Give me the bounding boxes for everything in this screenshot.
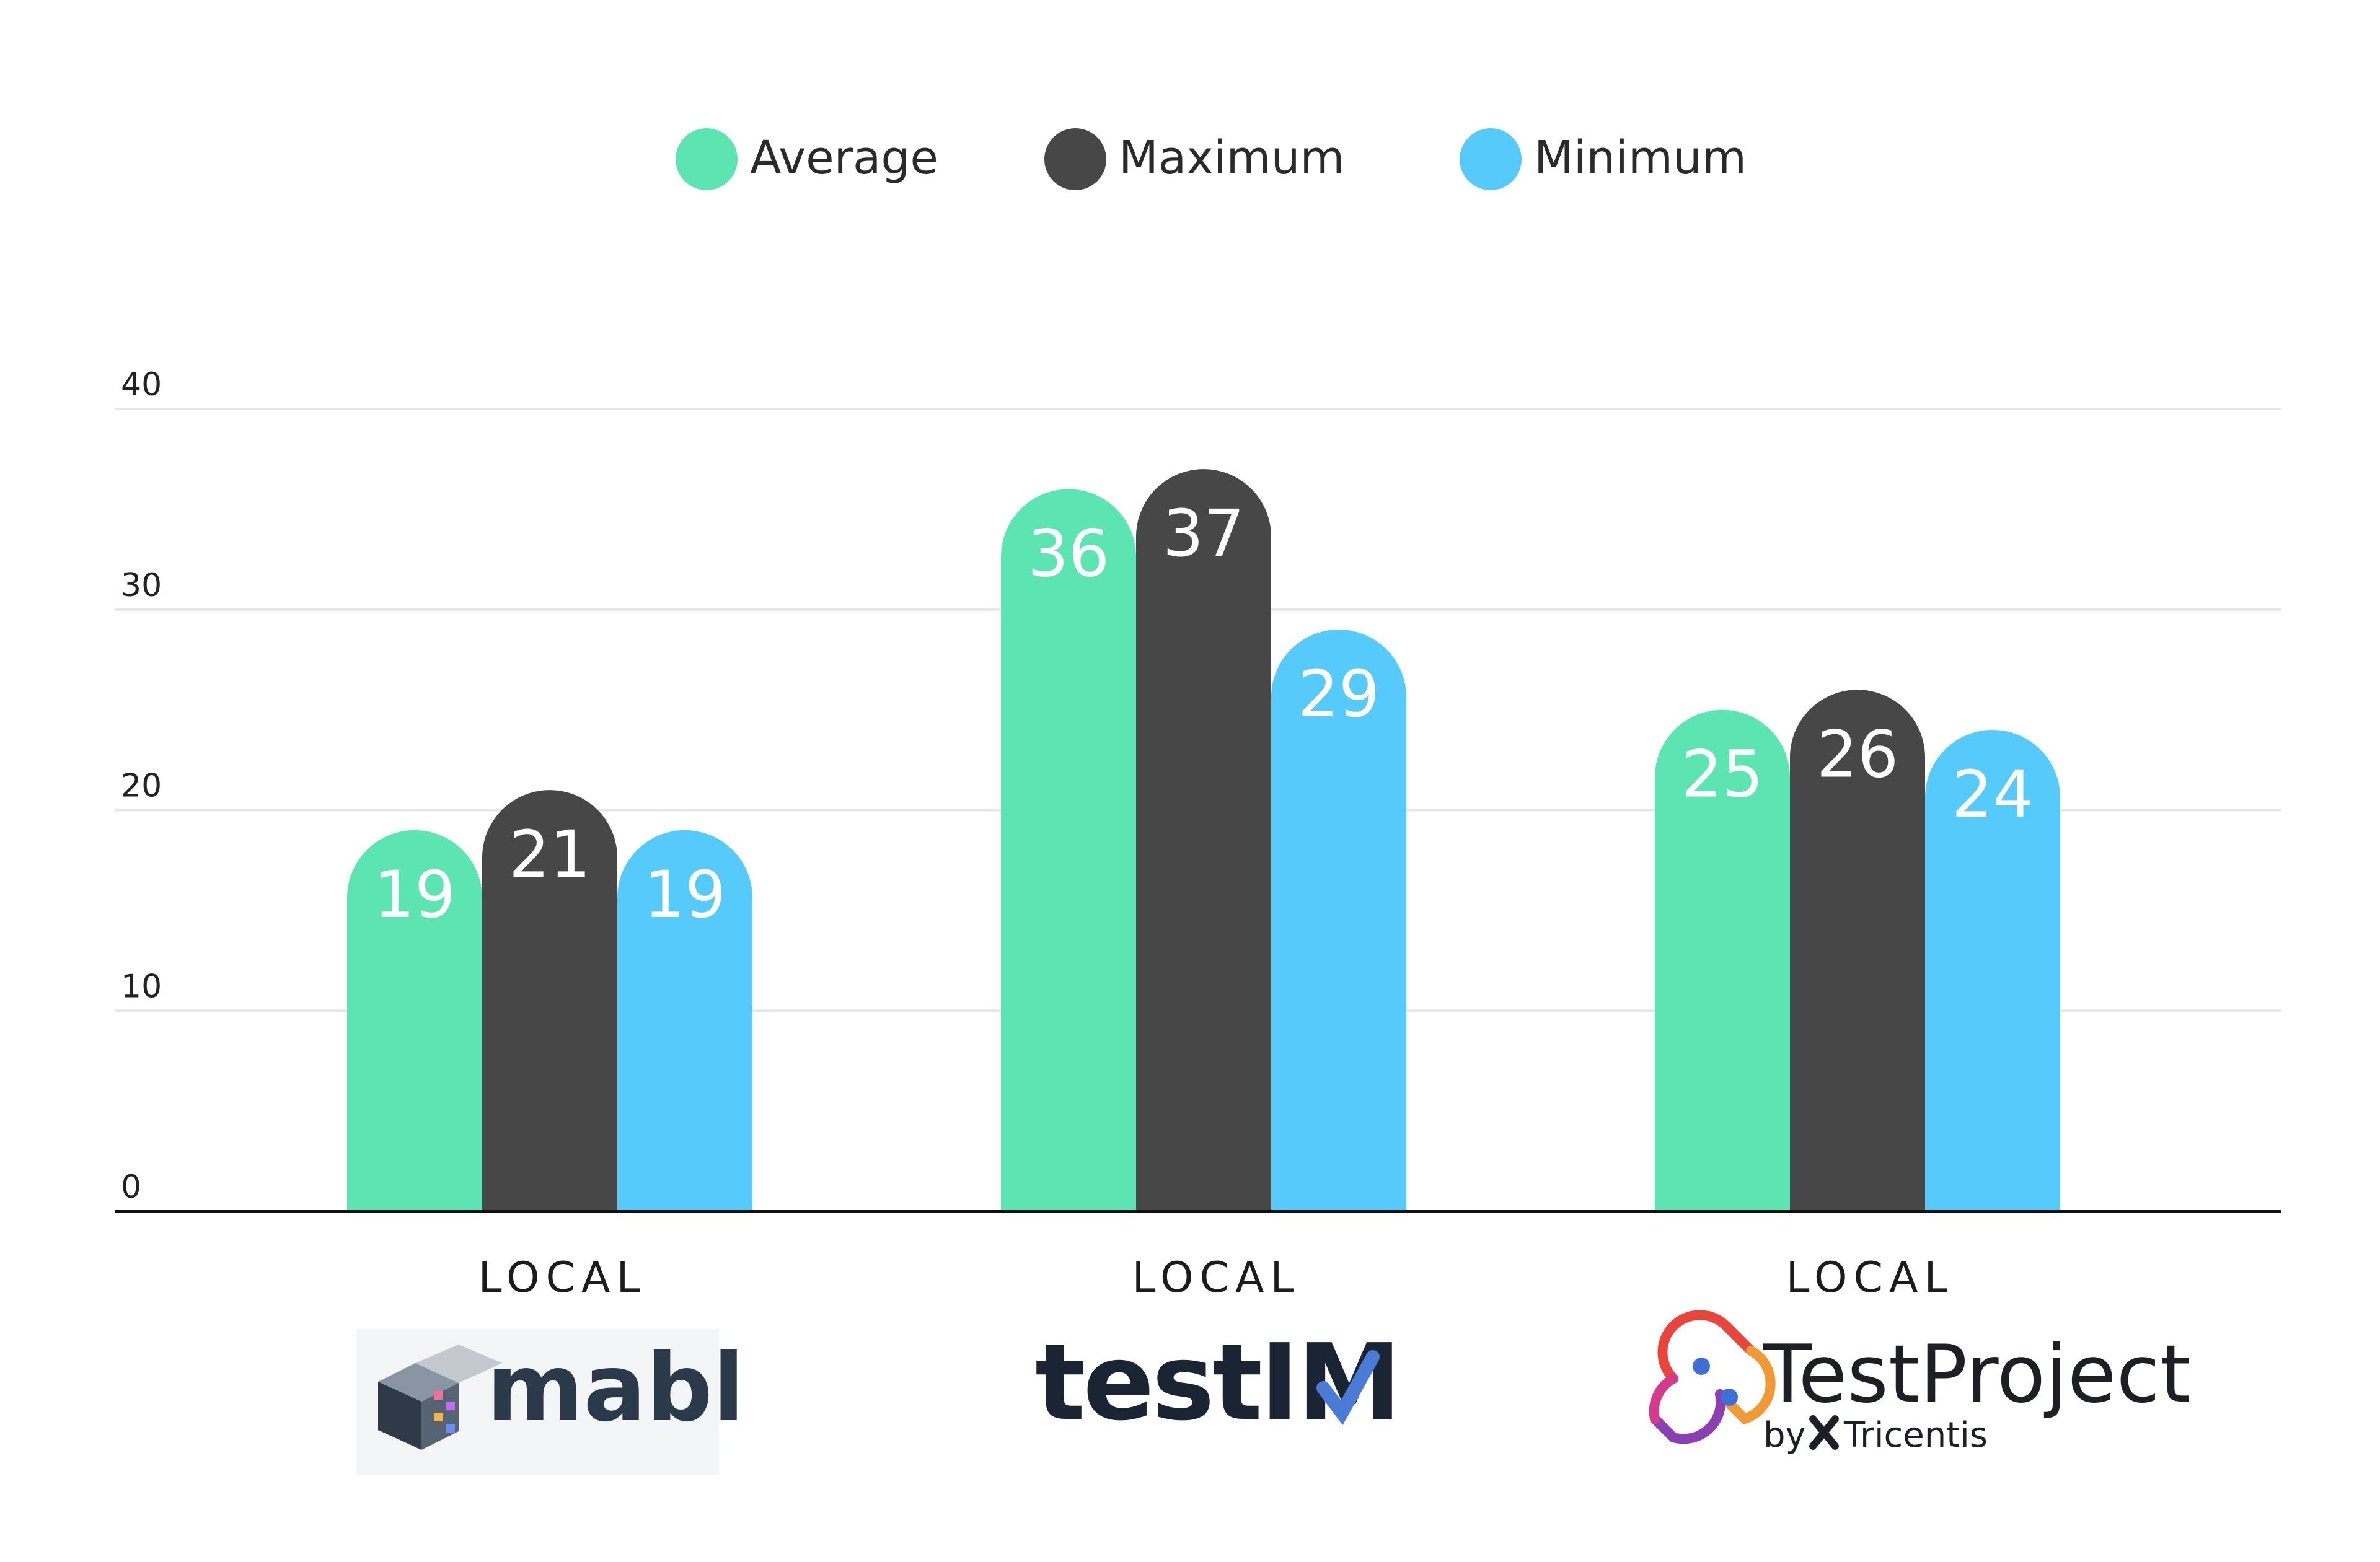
bar	[1136, 469, 1271, 1211]
testproject-logo: TestProject by Tricentis	[1649, 1310, 2191, 1455]
testproject-mark-icon	[1649, 1310, 1776, 1444]
bar	[482, 790, 617, 1211]
bar	[1001, 489, 1136, 1211]
data-label: 26	[1817, 716, 1898, 792]
legend-label: Minimum	[1534, 131, 1747, 185]
data-label: 29	[1298, 656, 1380, 732]
svg-text:mabl: mabl	[487, 1335, 744, 1442]
data-label: 25	[1681, 737, 1763, 812]
category-label: LOCAL	[1786, 1253, 1954, 1302]
bar	[617, 830, 752, 1211]
legend-swatch	[676, 128, 738, 190]
svg-text:testIM: testIM	[1035, 1322, 1399, 1444]
mabl-cube-icon	[378, 1345, 502, 1450]
tricentis-x-icon	[1809, 1415, 1839, 1450]
y-axis: 0 10 20 30 40	[121, 366, 162, 1206]
category-label: LOCAL	[1132, 1253, 1300, 1302]
svg-text:TestProject: TestProject	[1763, 1328, 2191, 1421]
y-tick-label: 40	[121, 366, 162, 403]
bar	[1925, 730, 2060, 1211]
legend-swatch	[1460, 128, 1522, 190]
category-label: LOCAL	[478, 1253, 646, 1302]
testproject-tricentis-label: Tricentis	[1843, 1415, 1988, 1455]
legend-item: Minimum	[1460, 128, 1747, 190]
legend-item: Average	[676, 128, 938, 190]
data-label: 24	[1952, 757, 2034, 832]
y-tick-label: 20	[121, 768, 162, 805]
data-label: 19	[374, 857, 456, 932]
bar	[1271, 630, 1406, 1211]
bar	[347, 830, 482, 1211]
testproject-by-label: by	[1763, 1415, 1806, 1455]
mabl-logo: mabl	[356, 1329, 744, 1475]
category-labels: LOCAL LOCAL LOCAL	[478, 1253, 1954, 1302]
y-tick-label: 10	[121, 968, 162, 1005]
bar	[1790, 690, 1925, 1211]
testim-logo: testIM	[1035, 1322, 1401, 1444]
legend-swatch	[1044, 128, 1106, 190]
data-label: 36	[1028, 516, 1109, 592]
data-label: 19	[644, 857, 726, 932]
legend: Average Maximum Minimum	[676, 128, 1747, 190]
legend-item: Maximum	[1044, 128, 1345, 190]
data-label: 37	[1163, 496, 1245, 571]
legend-label: Average	[750, 131, 938, 185]
bars: 19 21 19 36 37 29 25 26 24	[347, 469, 2060, 1211]
bar	[1655, 709, 1790, 1211]
check-icon	[1316, 1350, 1380, 1426]
legend-label: Maximum	[1119, 131, 1345, 185]
y-tick-label: 0	[121, 1169, 141, 1206]
y-tick-label: 30	[121, 567, 162, 604]
data-label: 21	[509, 817, 591, 892]
